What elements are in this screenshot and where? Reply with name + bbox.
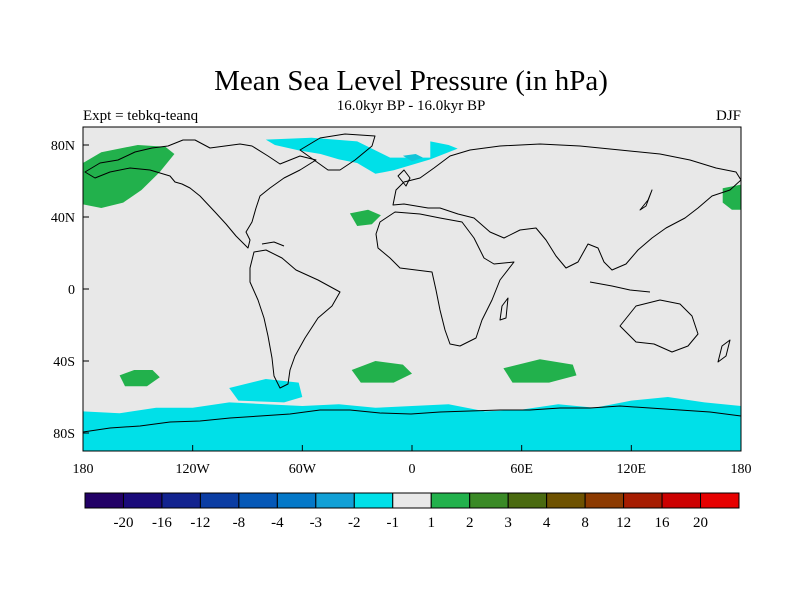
colorbar-label: -20: [113, 515, 133, 531]
japan-coast: [639, 189, 653, 211]
colorbar-swatch: [623, 492, 663, 509]
madagascar-coast: [499, 297, 509, 321]
x-tick-label: 120W: [176, 462, 211, 477]
north-america-coast: [84, 139, 317, 249]
indonesia-coast: [589, 281, 651, 293]
map-plot-area: [82, 126, 742, 452]
new-zealand-coast: [717, 339, 731, 363]
colorbar-label: 4: [543, 515, 551, 531]
colorbar-swatch: [199, 492, 240, 509]
map-background: [83, 127, 741, 451]
season-label: DJF: [716, 108, 741, 124]
x-tick-label: 0: [409, 462, 416, 477]
colorbar-swatch: [661, 492, 702, 509]
greenland-coast: [299, 133, 376, 171]
colorbar-label: 8: [581, 515, 589, 531]
colorbar-swatch: [584, 492, 625, 509]
x-tick-label: 180: [731, 462, 752, 477]
y-tick-label: 80S: [53, 427, 75, 442]
colorbar-label: 16: [655, 515, 671, 531]
y-tick-label: 40S: [53, 355, 75, 370]
region-drake-low: [229, 379, 303, 403]
region-antarctic-belt-low: [83, 397, 741, 451]
colorbar-label: -3: [310, 515, 323, 531]
x-tick-label: 180: [73, 462, 94, 477]
region-south-atlantic-high: [351, 361, 412, 383]
colorbar-label: -8: [233, 515, 246, 531]
eurasia-coast: [392, 143, 741, 271]
y-axis: 80N 40N 0 40S 80S: [51, 139, 89, 442]
y-tick-label: 80N: [51, 139, 75, 154]
uk-coast: [397, 169, 411, 187]
africa-coast: [375, 211, 515, 347]
colorbar-label: 20: [693, 515, 708, 531]
south-america-coast: [249, 249, 341, 389]
colorbar-swatch: [507, 492, 548, 509]
region-south-pacific-high: [119, 370, 160, 387]
region-south-indian-high: [503, 359, 577, 383]
region-north-pacific-high: [83, 145, 175, 208]
colorbar-label: -2: [348, 515, 361, 531]
region-arctic-low: [265, 137, 458, 174]
colorbar-label: 3: [504, 515, 512, 531]
colorbar-swatch: [430, 492, 471, 509]
colorbar-swatch: [315, 492, 355, 509]
antarctica-coast: [83, 405, 741, 433]
colorbar-swatch: [546, 492, 586, 509]
colorbar-label: 2: [466, 515, 474, 531]
colorbar-swatch: [276, 492, 317, 509]
colorbar-label: -16: [152, 515, 172, 531]
x-tick-label: 60W: [289, 462, 317, 477]
pressure-anomaly-regions: [83, 137, 741, 451]
colorbar-label: -1: [387, 515, 400, 531]
colorbar-label: 1: [427, 515, 435, 531]
chart-title: Mean Sea Level Pressure (in hPa): [214, 65, 608, 97]
colorbar-swatch: [469, 492, 509, 509]
chart-subtitle: 16.0kyr BP - 16.0kyr BP: [337, 98, 486, 114]
colorbar-swatch: [238, 492, 278, 509]
colorbar-swatch: [84, 492, 124, 509]
colorbar-label: -4: [271, 515, 284, 531]
y-tick-label: 0: [68, 283, 75, 298]
colorbar-label: 12: [616, 515, 631, 531]
x-tick-label: 120E: [617, 462, 647, 477]
x-tick-label: 60E: [510, 462, 533, 477]
caribbean-islands: [261, 241, 285, 247]
x-axis: 180 120W 60W 0 60E 120E 180: [73, 445, 752, 477]
coastlines: [83, 133, 741, 433]
colorbar-swatch: [122, 492, 163, 509]
colorbar-swatch: [392, 492, 432, 509]
colorbar-label: -12: [190, 515, 210, 531]
region-arctic-low-core: [402, 154, 423, 162]
colorbar-swatch: [700, 492, 740, 509]
y-tick-label: 40N: [51, 211, 75, 226]
colorbar-swatch: [161, 492, 201, 509]
experiment-label: Expt = tebkq-teanq: [83, 108, 199, 124]
region-north-atlantic-high: [349, 209, 381, 226]
colorbar-swatch: [353, 492, 394, 509]
australia-coast: [619, 299, 699, 353]
colorbar: -20 -16 -12 -8 -4 -3 -2 -1 1 2 3 4 8 12 16 20: [84, 492, 740, 531]
